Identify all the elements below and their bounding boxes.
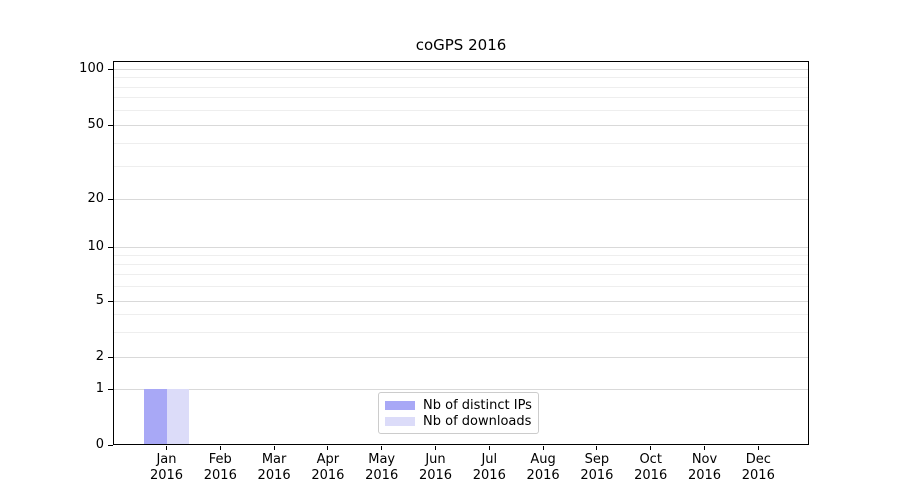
- x-tick-label: Mar 2016: [257, 452, 291, 483]
- gridline-major: [113, 246, 809, 248]
- gridline-minor: [113, 274, 809, 276]
- y-axis-tick: [108, 68, 113, 70]
- x-tick-label: Jun 2016: [418, 452, 453, 483]
- x-tick-label: May 2016: [365, 452, 399, 483]
- y-tick-label: 5: [95, 293, 104, 308]
- x-tick-label: Aug 2016: [526, 452, 560, 483]
- gridline-major: [113, 68, 809, 70]
- gridline-major: [113, 388, 809, 390]
- x-tick-label: Dec 2016: [741, 452, 775, 483]
- x-axis-tick: [166, 446, 167, 450]
- x-axis-tick: [327, 446, 329, 450]
- legend-label-downloads: Nb of downloads: [423, 413, 532, 429]
- y-axis-tick: [108, 300, 113, 302]
- y-tick-label: 50: [87, 117, 104, 132]
- gridline-minor: [113, 86, 809, 88]
- x-axis-tick: [435, 446, 436, 450]
- gridline-minor: [113, 77, 809, 78]
- x-tick-label: Oct 2016: [634, 452, 668, 483]
- x-tick-label: Sep 2016: [580, 452, 614, 483]
- legend-swatch-downloads-icon: [385, 416, 415, 426]
- y-axis-tick: [108, 124, 113, 126]
- gridline-minor: [113, 331, 809, 333]
- gridline-minor: [113, 142, 809, 144]
- legend: Nb of distinct IPs Nb of downloads: [378, 392, 539, 434]
- x-axis-tick: [488, 446, 490, 450]
- x-axis-tick: [273, 446, 275, 450]
- gridline-minor: [113, 263, 809, 265]
- legend-label-distinct-ips: Nb of distinct IPs: [423, 397, 532, 413]
- x-axis-tick: [542, 446, 544, 450]
- x-axis-tick: [596, 446, 598, 450]
- gridline-major: [113, 198, 809, 200]
- gridline-major: [113, 300, 809, 302]
- bars-layer: [113, 61, 809, 445]
- y-tick-label: 20: [87, 191, 104, 206]
- gridline-minor: [113, 286, 809, 288]
- y-axis-tick: [108, 444, 113, 446]
- x-tick-label: Jan 2016: [149, 452, 184, 483]
- y-axis-tick: [108, 246, 113, 248]
- y-tick-label: 10: [87, 239, 104, 254]
- y-axis-tick: [108, 356, 113, 358]
- plot-area: Nb of distinct IPs Nb of downloads: [113, 61, 809, 445]
- bar-nb-of-downloads: [166, 389, 189, 445]
- x-axis-tick: [650, 446, 652, 450]
- gridline-major: [113, 124, 809, 126]
- gridline-minor: [113, 109, 809, 111]
- y-tick-label: 1: [95, 381, 104, 396]
- y-axis-tick: [108, 198, 113, 200]
- legend-item-downloads: Nb of downloads: [385, 413, 532, 429]
- bar-nb-of-distinct-ips: [144, 389, 167, 445]
- legend-item-distinct-ips: Nb of distinct IPs: [385, 397, 532, 413]
- gridline-major: [113, 356, 809, 358]
- y-axis-tick: [108, 388, 113, 390]
- x-tick-label: Apr 2016: [311, 452, 345, 483]
- gridline-minor: [113, 314, 809, 316]
- gridline-minor: [113, 254, 809, 256]
- gridline-minor: [113, 97, 809, 99]
- x-tick-label: Jul 2016: [472, 452, 506, 483]
- y-tick-label: 0: [95, 437, 104, 452]
- x-axis-tick: [704, 446, 705, 450]
- chart-title: coGPS 2016: [415, 36, 507, 54]
- x-axis-tick: [757, 446, 759, 450]
- gridlines-layer: [113, 61, 809, 445]
- x-tick-label: Nov 2016: [687, 452, 722, 483]
- y-tick-label: 2: [95, 349, 104, 364]
- x-tick-label: Feb 2016: [203, 452, 237, 483]
- y-tick-label: 100: [79, 61, 104, 76]
- gridline-minor: [113, 165, 809, 167]
- x-axis-tick: [381, 446, 383, 450]
- x-axis-tick: [219, 446, 221, 450]
- legend-swatch-distinct-ips-icon: [385, 400, 415, 410]
